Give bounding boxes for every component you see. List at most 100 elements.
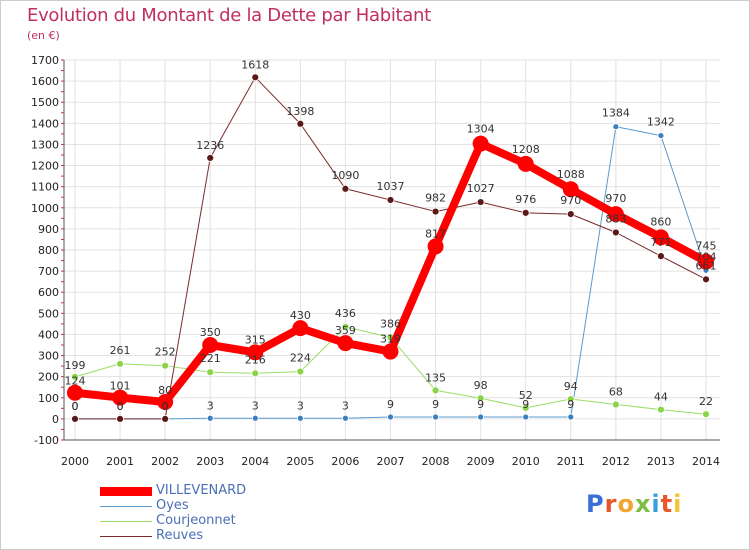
logo-letter: i bbox=[673, 490, 683, 518]
data-point-villevenard bbox=[472, 135, 489, 152]
y-tick-label: 1200 bbox=[31, 160, 59, 173]
data-point-villevenard bbox=[202, 337, 219, 353]
data-point-oyes bbox=[477, 413, 485, 421]
data-point-reuves bbox=[431, 207, 440, 216]
data-label-oyes: 3 bbox=[342, 399, 349, 412]
data-point-courjeonnet bbox=[341, 322, 350, 331]
data-point-courjeonnet bbox=[657, 405, 665, 414]
data-point-courjeonnet bbox=[702, 410, 710, 419]
x-tick-label: 2002 bbox=[151, 455, 179, 468]
y-tick-label: -100 bbox=[34, 434, 59, 447]
data-point-villevenard bbox=[562, 181, 579, 198]
data-point-reuves bbox=[611, 228, 620, 237]
data-point-courjeonnet bbox=[71, 372, 79, 381]
data-point-reuves bbox=[341, 184, 350, 193]
data-label-villevenard: 319 bbox=[380, 333, 401, 346]
x-tick-label: 2009 bbox=[467, 455, 495, 468]
data-point-reuves bbox=[251, 73, 260, 82]
data-label-reuves: 0 bbox=[162, 400, 169, 413]
logo-letter: t bbox=[660, 490, 674, 518]
y-tick-label: 1500 bbox=[31, 96, 59, 109]
x-tick-label: 2006 bbox=[331, 455, 359, 468]
data-label-oyes: 704 bbox=[696, 250, 717, 263]
data-point-courjeonnet bbox=[431, 386, 440, 395]
data-point-oyes bbox=[432, 413, 439, 421]
data-point-reuves bbox=[116, 414, 124, 423]
data-label-villevenard: 101 bbox=[110, 380, 131, 393]
axes: -100010020030040050060070080090010001100… bbox=[31, 54, 720, 468]
data-label-reuves: 1618 bbox=[241, 58, 269, 71]
data-label-villevenard: 745 bbox=[696, 240, 717, 253]
data-point-courjeonnet bbox=[566, 395, 575, 403]
x-tick-label: 2007 bbox=[377, 455, 405, 468]
proxiti-logo: Proxiti bbox=[586, 490, 682, 518]
data-label-reuves: 1236 bbox=[196, 139, 224, 152]
x-tick-label: 2001 bbox=[106, 455, 134, 468]
data-point-courjeonnet bbox=[206, 368, 215, 377]
y-tick-label: 300 bbox=[38, 350, 59, 363]
y-tick-label: 800 bbox=[38, 244, 59, 257]
data-label-reuves: 982 bbox=[425, 192, 446, 205]
y-tick-label: 200 bbox=[38, 371, 59, 384]
data-label-courjeonnet: 221 bbox=[200, 352, 221, 365]
data-label-reuves: 970 bbox=[560, 194, 581, 207]
data-point-oyes bbox=[387, 413, 394, 421]
logo-letter: r bbox=[604, 490, 618, 518]
data-label-reuves: 1398 bbox=[286, 105, 314, 118]
data-label-courjeonnet: 252 bbox=[155, 346, 176, 359]
data-point-villevenard bbox=[607, 206, 624, 223]
data-label-courjeonnet: 436 bbox=[335, 307, 356, 320]
data-label-courjeonnet: 68 bbox=[609, 386, 623, 399]
legend-label-villevenard: VILLEVENARD bbox=[156, 483, 247, 498]
data-label-oyes: 9 bbox=[477, 398, 484, 411]
data-point-courjeonnet bbox=[476, 394, 485, 403]
data-label-oyes: 3 bbox=[252, 399, 259, 412]
logo-letter: o bbox=[617, 490, 635, 518]
x-tick-label: 2013 bbox=[647, 455, 675, 468]
data-label-reuves: 0 bbox=[72, 400, 79, 413]
data-label-villevenard: 817 bbox=[425, 227, 446, 240]
legend-label-reuves: Reuves bbox=[156, 528, 204, 543]
data-label-courjeonnet: 44 bbox=[654, 391, 668, 404]
data-point-reuves bbox=[566, 210, 575, 219]
data-label-reuves: 771 bbox=[650, 236, 671, 249]
data-label-villevenard: 80 bbox=[158, 384, 172, 397]
data-label-oyes: 9 bbox=[567, 398, 574, 411]
x-tick-label: 2005 bbox=[286, 455, 314, 468]
data-label-oyes: 0 bbox=[72, 400, 79, 413]
y-tick-label: 1100 bbox=[31, 181, 59, 194]
y-tick-label: 100 bbox=[38, 392, 59, 405]
data-label-villevenard: 1208 bbox=[512, 143, 540, 156]
y-tick-label: 400 bbox=[38, 328, 59, 341]
data-label-reuves: 0 bbox=[117, 400, 124, 413]
x-tick-label: 2010 bbox=[512, 455, 540, 468]
data-point-reuves bbox=[657, 252, 665, 261]
data-label-reuves: 883 bbox=[605, 212, 626, 225]
data-point-villevenard bbox=[337, 335, 354, 352]
legend-swatch-oyes bbox=[100, 506, 152, 507]
legend-label-oyes: Oyes bbox=[156, 498, 189, 513]
data-label-reuves: 1027 bbox=[467, 182, 495, 195]
y-tick-label: 1600 bbox=[31, 75, 59, 88]
legend-label-courjeonnet: Courjeonnet bbox=[156, 513, 236, 528]
data-point-oyes bbox=[296, 414, 304, 422]
data-point-courjeonnet bbox=[116, 359, 124, 368]
data-point-reuves bbox=[296, 119, 305, 128]
data-label-villevenard: 315 bbox=[245, 333, 266, 346]
data-point-oyes bbox=[657, 132, 665, 139]
data-point-oyes bbox=[206, 414, 214, 422]
data-label-reuves: 661 bbox=[696, 259, 717, 272]
y-tick-label: 1000 bbox=[31, 202, 59, 215]
legend-swatch-reuves bbox=[100, 536, 152, 537]
x-tick-label: 2003 bbox=[196, 455, 224, 468]
data-label-courjeonnet: 199 bbox=[65, 359, 86, 372]
data-label-oyes: 9 bbox=[522, 398, 529, 411]
data-point-villevenard bbox=[427, 238, 444, 255]
x-tick-label: 2012 bbox=[602, 455, 630, 468]
data-label-courjeonnet: 94 bbox=[564, 380, 578, 393]
x-tick-label: 2004 bbox=[241, 455, 269, 468]
data-label-courjeonnet: 224 bbox=[290, 352, 311, 365]
data-label-villevenard: 350 bbox=[200, 326, 221, 339]
data-point-villevenard bbox=[698, 253, 714, 270]
data-point-villevenard bbox=[292, 320, 309, 337]
